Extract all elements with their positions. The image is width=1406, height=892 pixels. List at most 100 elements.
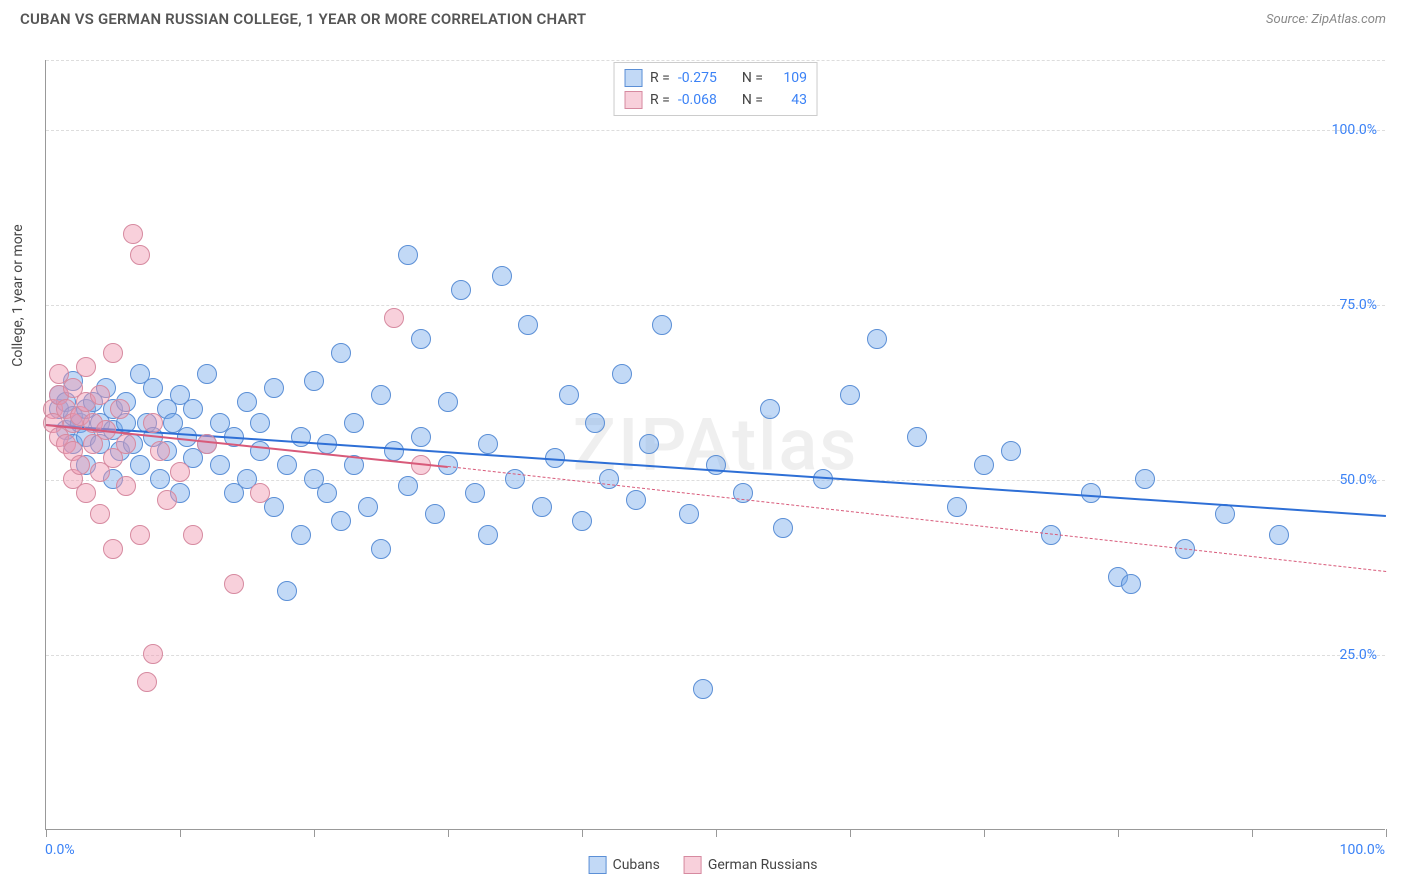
x-tick [1252,829,1253,837]
data-point [1215,504,1235,524]
data-point [110,399,130,419]
y-tick-label: 25.0% [1339,647,1377,663]
data-point [137,672,157,692]
data-point [679,504,699,524]
legend-n-value: 109 [771,70,807,86]
data-point [371,539,391,559]
data-point [197,434,217,454]
gridline [46,60,1385,61]
data-point [693,679,713,699]
data-point [1121,574,1141,594]
data-point [130,455,150,475]
gridline [46,130,1385,131]
data-point [398,476,418,496]
data-point [183,525,203,545]
data-point [143,378,163,398]
data-point [103,343,123,363]
data-point [518,315,538,335]
data-point [559,385,579,405]
data-point [572,511,592,531]
data-point [331,511,351,531]
x-tick-label: 0.0% [45,842,75,858]
data-point [130,525,150,545]
legend-r-label: R = [650,70,670,86]
data-point [840,385,860,405]
data-point [250,413,270,433]
legend-series-name: Cubans [613,857,660,873]
data-point [907,427,927,447]
x-tick [448,829,449,837]
x-tick-label: 100.0% [1340,842,1385,858]
data-point [116,434,136,454]
gridline [46,305,1385,306]
data-point [264,378,284,398]
data-point [465,483,485,503]
data-point [384,308,404,328]
data-point [210,455,230,475]
data-point [1135,469,1155,489]
data-point [1269,525,1289,545]
data-point [250,441,270,461]
data-point [773,518,793,538]
data-point [478,434,498,454]
data-point [224,574,244,594]
data-point [626,490,646,510]
data-point [398,245,418,265]
data-point [760,399,780,419]
data-point [304,371,324,391]
data-point [947,497,967,517]
data-point [197,364,217,384]
data-point [411,329,431,349]
data-point [371,385,391,405]
data-point [425,504,445,524]
data-point [1081,483,1101,503]
data-point [438,392,458,412]
data-point [867,329,887,349]
data-point [170,462,190,482]
data-point [411,427,431,447]
data-point [331,343,351,363]
data-point [478,525,498,545]
y-axis-label: College, 1 year or more [10,224,26,366]
data-point [70,455,90,475]
y-tick-label: 75.0% [1339,297,1377,313]
data-point [1001,441,1021,461]
legend-item: Cubans [589,856,660,874]
data-point [237,392,257,412]
legend-r-value: -0.275 [678,70,734,86]
data-point [532,497,552,517]
data-point [143,413,163,433]
series-legend: Cubans German Russians [589,856,818,874]
chart-plot-area: ZIPAtlas R =-0.275N =109R =-0.068N =43 2… [45,60,1385,830]
x-tick [180,829,181,837]
data-point [130,245,150,265]
data-point [639,434,659,454]
x-tick [1386,829,1387,837]
data-point [150,441,170,461]
x-tick [582,829,583,837]
legend-swatch [589,856,607,874]
legend-series-name: German Russians [708,857,818,873]
y-tick-label: 50.0% [1339,472,1377,488]
y-tick-label: 100.0% [1332,122,1377,138]
data-point [291,427,311,447]
data-point [344,413,364,433]
data-point [123,224,143,244]
legend-n-label: N = [742,92,763,108]
legend-swatch [624,91,642,109]
data-point [76,357,96,377]
data-point [90,504,110,524]
legend-row: R =-0.275N =109 [624,67,807,89]
legend-item: German Russians [684,856,818,874]
x-tick [850,829,851,837]
legend-r-value: -0.068 [678,92,734,108]
legend-n-value: 43 [771,92,807,108]
x-tick [984,829,985,837]
data-point [150,469,170,489]
data-point [652,315,672,335]
data-point [358,497,378,517]
data-point [585,413,605,433]
data-point [143,644,163,664]
data-point [612,364,632,384]
x-tick [1118,829,1119,837]
